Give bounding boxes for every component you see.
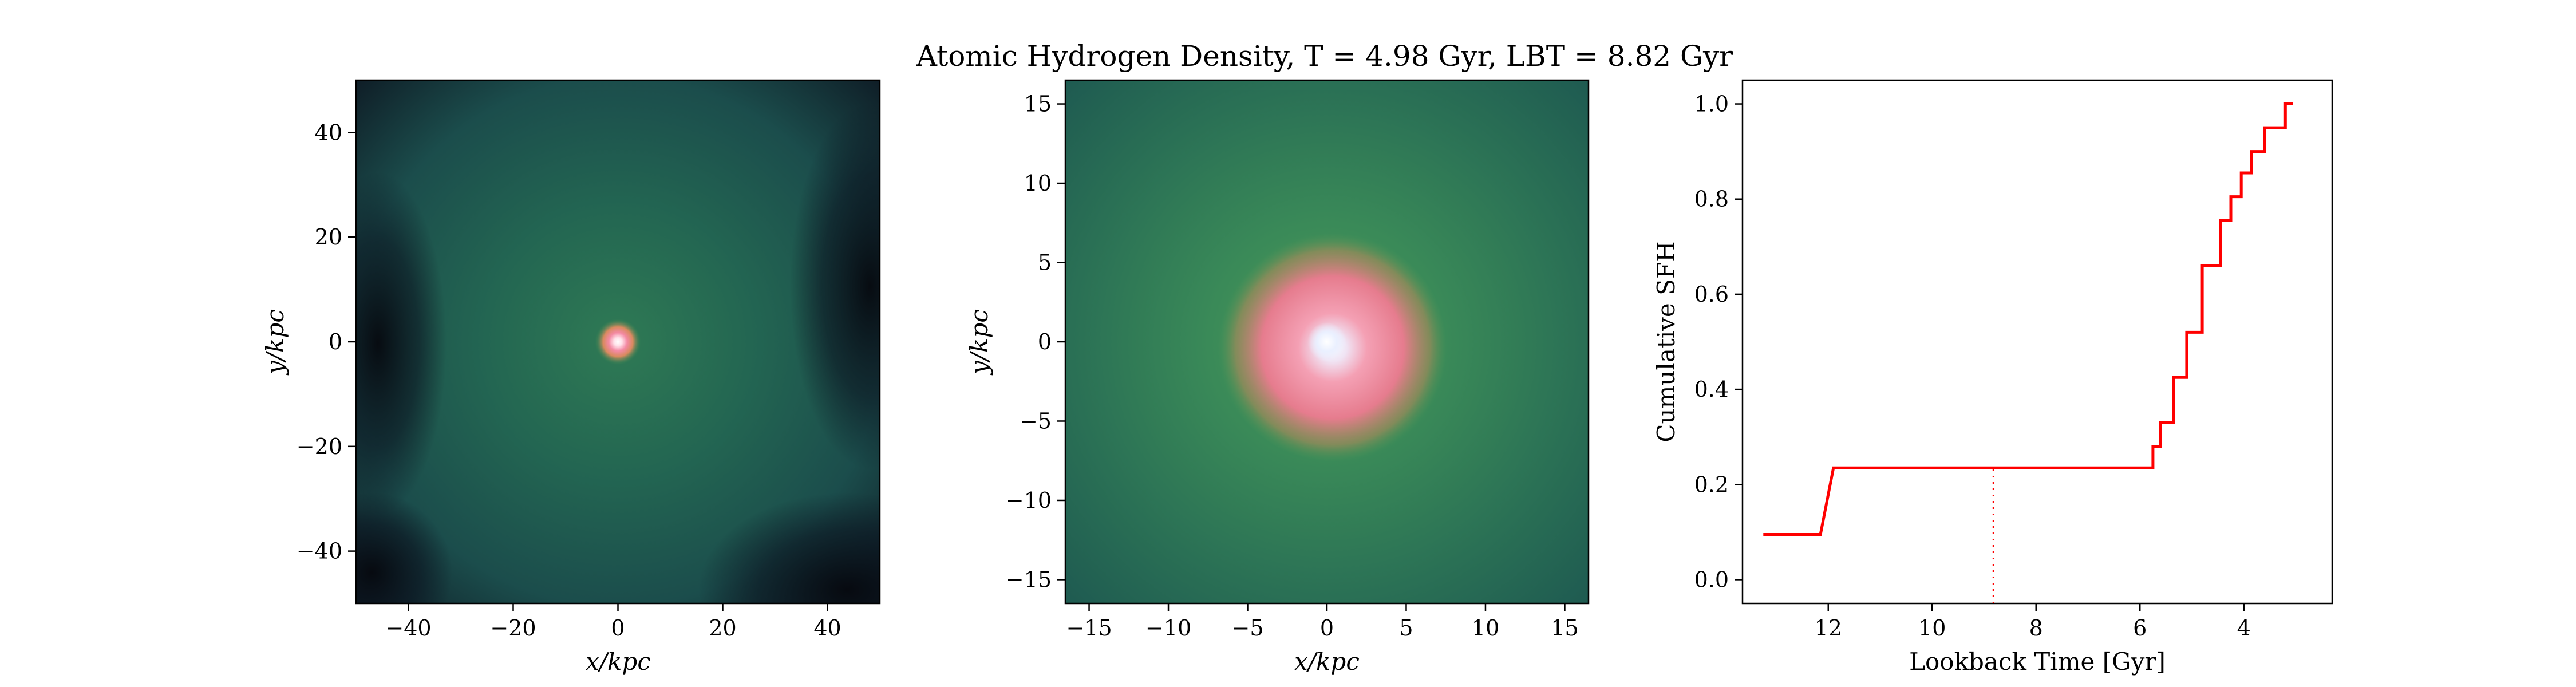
x-tick-label: 0: [611, 615, 625, 641]
y-tick-label: 0.0: [1694, 567, 1729, 592]
x-tick-label: 10: [1472, 615, 1499, 641]
zoom-x-axis-label: x/kpc: [1294, 647, 1360, 676]
y-tick-label: 0: [329, 329, 342, 354]
x-tick-label: 40: [813, 615, 841, 641]
y-tick-label: −15: [1006, 567, 1052, 592]
wide-y-ticks: −40 −20 0 20 40: [297, 120, 356, 564]
x-tick-label: 8: [2029, 615, 2043, 641]
x-tick-label: −40: [385, 615, 431, 641]
x-tick-label: −15: [1066, 615, 1112, 641]
y-tick-label: 0.8: [1694, 187, 1729, 212]
x-tick-label: 10: [1918, 615, 1946, 641]
x-tick-label: 4: [2237, 615, 2251, 641]
sfh-panel: 12 10 8 6 4 0.0 0.2 0.4 0.6 0.8 1.0 Lookback Time…: [1652, 79, 2333, 676]
y-tick-label: 10: [1024, 171, 1052, 196]
x-tick-label: 6: [2133, 615, 2147, 641]
zoom-density-peak: [1307, 322, 1346, 361]
y-tick-label: −40: [297, 539, 342, 564]
x-tick-label: 5: [1399, 615, 1413, 641]
y-tick-label: 20: [315, 224, 342, 250]
wide-dark-region-bottom-right: [698, 492, 880, 603]
wide-dark-region-right: [790, 103, 880, 469]
y-tick-label: 40: [315, 120, 342, 145]
x-tick-label: 12: [1815, 615, 1842, 641]
sfh-panel-frame: [1741, 79, 2333, 605]
wide-density-panel: −40 −20 0 20 40 −40 −20 0 20 40 x/kpc y/kpc: [261, 79, 881, 676]
wide-density-core: [595, 319, 641, 365]
y-tick-label: 0: [1038, 329, 1052, 354]
y-tick-label: 5: [1038, 250, 1052, 275]
zoom-x-ticks: −15 −10 −5 0 5 10 15: [1066, 603, 1579, 641]
x-tick-label: 15: [1551, 615, 1578, 641]
sfh-y-ticks: 0.0 0.2 0.4 0.6 0.8 1.0: [1694, 92, 1743, 592]
wide-x-axis-label: x/kpc: [586, 647, 651, 676]
figure-title: Atomic Hydrogen Density, T = 4.98 Gyr, L…: [916, 40, 1733, 73]
sfh-y-axis-label: Cumulative SFH: [1652, 241, 1680, 442]
x-tick-label: −5: [1231, 615, 1263, 641]
wide-y-axis-label: y/kpc: [261, 309, 289, 376]
x-tick-label: 0: [1320, 615, 1334, 641]
x-tick-label: 20: [709, 615, 736, 641]
y-tick-label: −5: [1020, 408, 1052, 433]
sfh-series-line: [1763, 102, 2293, 536]
y-tick-label: 1.0: [1694, 92, 1729, 117]
x-tick-label: −10: [1145, 615, 1191, 641]
wide-x-ticks: −40 −20 0 20 40: [385, 603, 841, 641]
y-tick-label: −20: [297, 434, 342, 459]
x-tick-label: −20: [490, 615, 536, 641]
wide-dark-region-bottom-left: [356, 492, 452, 603]
zoom-y-ticks: −15 −10 −5 0 5 10 15: [1006, 92, 1065, 592]
y-tick-label: 15: [1024, 92, 1052, 117]
wide-dark-region-left: [356, 172, 447, 515]
y-tick-label: −10: [1006, 488, 1052, 513]
sfh-x-ticks: 12 10 8 6 4: [1815, 603, 2251, 641]
y-tick-label: 0.4: [1694, 377, 1729, 402]
sfh-x-axis-label: Lookback Time [Gyr]: [1909, 647, 2166, 676]
zoom-y-axis-label: y/kpc: [965, 309, 993, 376]
y-tick-label: 0.6: [1694, 282, 1729, 307]
zoom-density-panel: −15 −10 −5 0 5 10 15 −15 −10 −5 0 5 10 15 x/kpc y/kp…: [965, 79, 1590, 676]
y-tick-label: 0.2: [1694, 472, 1729, 497]
